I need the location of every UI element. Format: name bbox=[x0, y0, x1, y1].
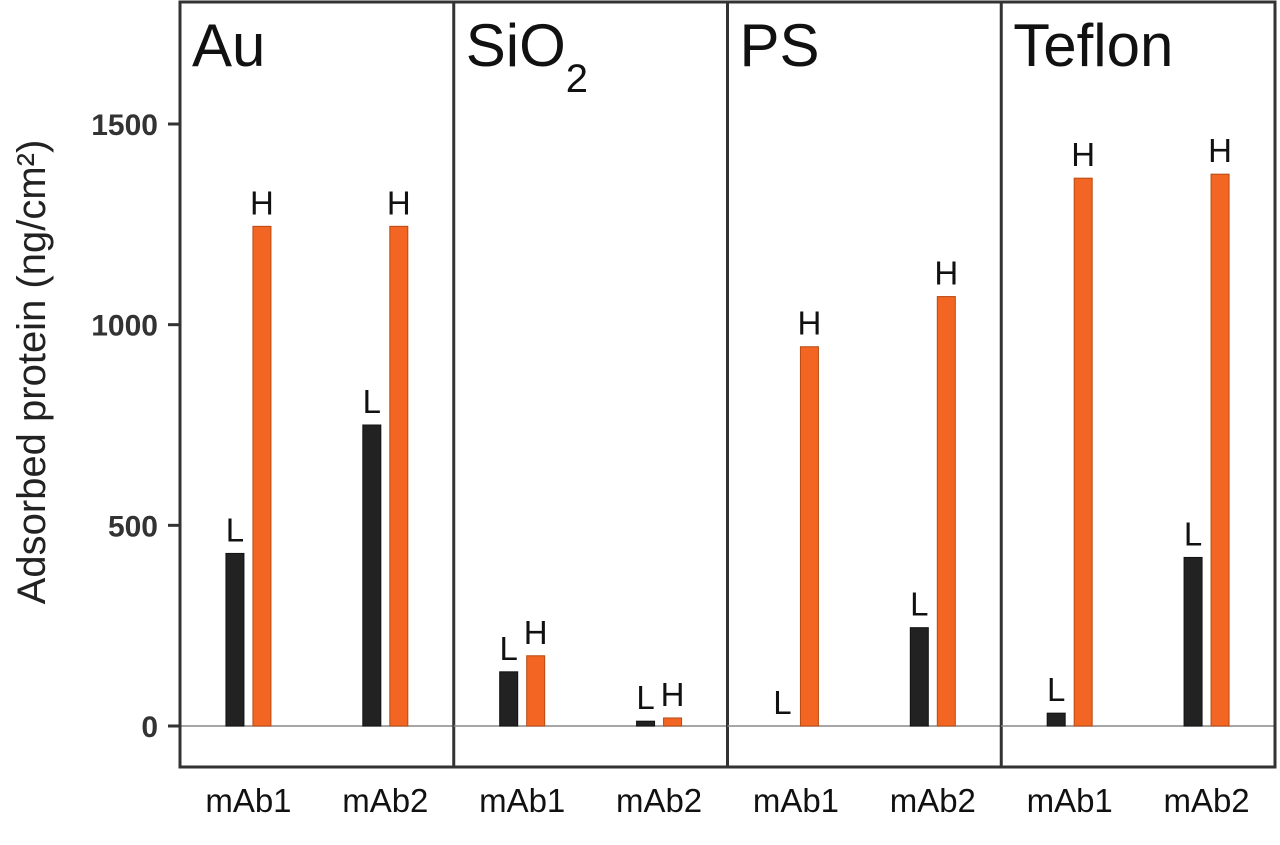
y-tick-label: 0 bbox=[141, 711, 158, 744]
bar-l-mab2 bbox=[362, 424, 382, 727]
y-tick-label: 500 bbox=[108, 510, 158, 543]
bar-label: L bbox=[1184, 515, 1202, 552]
bar-h-mab2 bbox=[936, 296, 956, 727]
bar-label: L bbox=[1047, 671, 1065, 708]
panel-title: Au bbox=[192, 12, 265, 79]
bar-l-mab2 bbox=[909, 627, 929, 727]
bar-label: L bbox=[773, 684, 791, 721]
bar-h-mab1 bbox=[799, 346, 819, 727]
panel-title: Teflon bbox=[1013, 12, 1173, 79]
y-axis-label: Adsorbed protein (ng/cm²) bbox=[10, 140, 54, 605]
bar-label: H bbox=[1071, 136, 1095, 173]
x-tick-label: mAb2 bbox=[342, 782, 428, 819]
bar-label: H bbox=[661, 676, 685, 713]
bar-label: H bbox=[1208, 132, 1232, 169]
x-tick-label: mAb1 bbox=[753, 782, 839, 819]
bar-label: L bbox=[226, 511, 244, 548]
bar-label: H bbox=[798, 305, 822, 342]
panel-title: PS bbox=[740, 12, 820, 79]
bar-label: L bbox=[363, 383, 381, 420]
bar-label: L bbox=[500, 630, 518, 667]
bar-l-mab1 bbox=[225, 552, 245, 727]
bar-h-mab1 bbox=[1073, 177, 1093, 727]
x-tick-label: mAb1 bbox=[205, 782, 291, 819]
bar-l-mab1 bbox=[499, 671, 519, 727]
bar-l-mab2 bbox=[636, 720, 656, 727]
bar-l-mab2 bbox=[1183, 556, 1203, 727]
plot-frame bbox=[178, 0, 1277, 769]
x-tick-label: mAb1 bbox=[479, 782, 565, 819]
bar-label: H bbox=[387, 184, 411, 221]
bar-h-mab1 bbox=[252, 225, 272, 727]
bar-h-mab1 bbox=[526, 655, 546, 727]
y-tick-label: 1500 bbox=[91, 109, 158, 142]
x-tick-label: mAb1 bbox=[1027, 782, 1113, 819]
bar-label: H bbox=[250, 184, 274, 221]
bar-l-mab1 bbox=[1046, 712, 1066, 727]
bar-h-mab2 bbox=[1210, 173, 1230, 727]
bar-label: L bbox=[910, 586, 928, 623]
x-tick-label: mAb2 bbox=[890, 782, 976, 819]
y-tick-label: 1000 bbox=[91, 310, 158, 343]
bar-h-mab2 bbox=[389, 225, 409, 727]
x-tick-label: mAb2 bbox=[1163, 782, 1249, 819]
bar-label: H bbox=[934, 255, 958, 292]
x-tick-label: mAb2 bbox=[616, 782, 702, 819]
bar-h-mab2 bbox=[663, 717, 683, 727]
bar-label: H bbox=[524, 614, 548, 651]
panel-title: SiO2 bbox=[466, 12, 588, 101]
y-axis-ticks: 0 500 1000 1500 bbox=[91, 109, 180, 744]
bar-label: L bbox=[636, 679, 654, 716]
panel-title-subscript: 2 bbox=[566, 57, 588, 101]
